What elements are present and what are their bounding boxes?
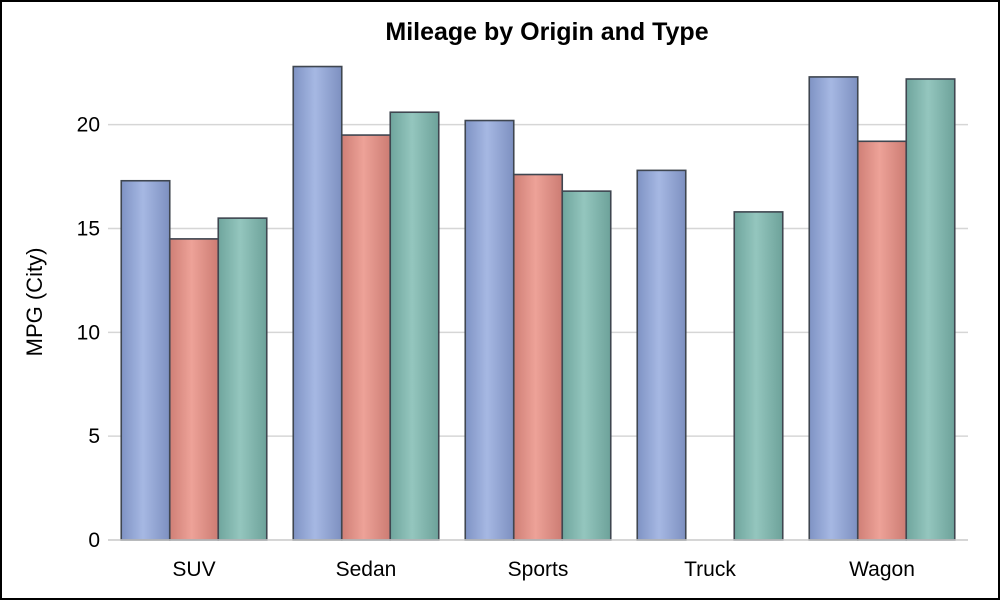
bar [636, 169, 687, 541]
bar [856, 140, 908, 541]
bar [217, 217, 268, 541]
y-tick-label: 15 [77, 218, 100, 241]
y-axis-label: MPG (City) [22, 248, 47, 357]
bars [120, 65, 956, 541]
bar [733, 211, 784, 541]
axes: 0 5 10 15 20 SUV Sedan Sports Truck Wagon [77, 114, 968, 581]
bar [561, 190, 612, 541]
chart-title: Mileage by Origin and Type [385, 18, 708, 46]
bar [292, 65, 343, 541]
bar [389, 111, 440, 541]
y-tick-label: 0 [88, 529, 100, 552]
y-tick-label: 20 [77, 114, 100, 137]
bar [808, 76, 859, 541]
bar [340, 134, 392, 541]
bar [120, 179, 171, 541]
bar [512, 173, 564, 541]
x-tick-label: Sports [508, 558, 569, 581]
bar [464, 119, 515, 541]
x-tick-label: SUV [172, 558, 215, 581]
bar [905, 78, 956, 541]
y-tick-label: 5 [88, 425, 100, 448]
x-tick-label: Sedan [336, 558, 397, 581]
bar [168, 238, 220, 541]
x-tick-label: Wagon [849, 558, 915, 581]
y-tick-label: 10 [77, 321, 100, 344]
x-tick-label: Truck [684, 558, 736, 581]
